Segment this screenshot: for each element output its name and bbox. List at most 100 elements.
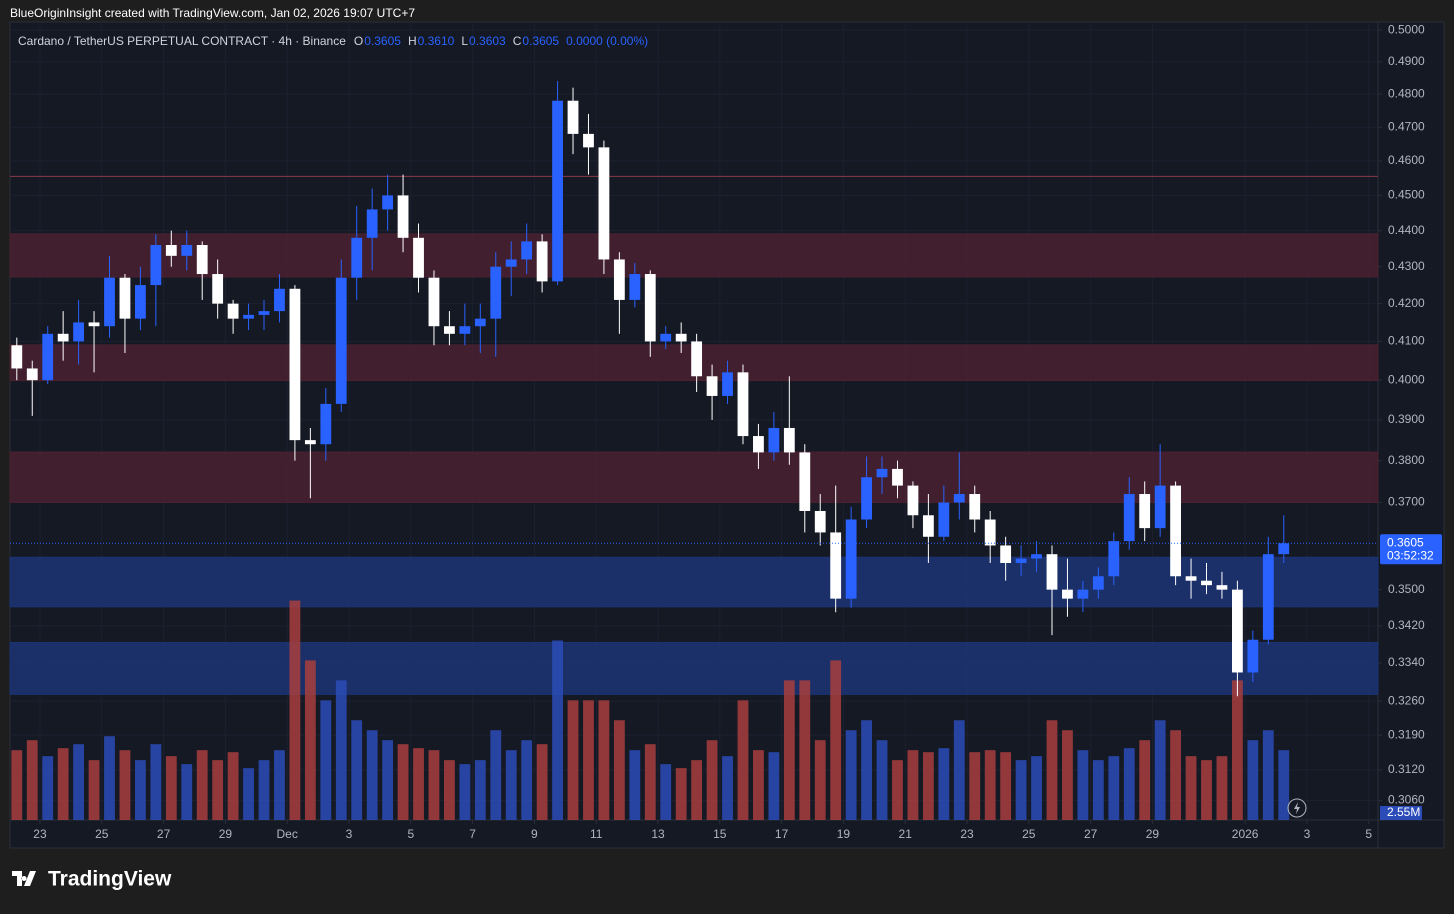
- volume-bar: [165, 756, 177, 820]
- volume-bar: [73, 744, 85, 820]
- candle-body: [57, 333, 69, 342]
- countdown: 03:52:32: [1387, 548, 1434, 562]
- candle-body: [88, 322, 100, 327]
- candle-body: [1216, 585, 1228, 590]
- candle-body: [892, 468, 903, 486]
- last-price-label: 0.3605: [1387, 535, 1424, 549]
- y-tick-label: 0.4600: [1388, 153, 1425, 167]
- volume: [11, 600, 1290, 820]
- ohlc-value: 0.3603: [469, 34, 506, 48]
- ohlc-key: H: [408, 34, 417, 48]
- candle-body: [104, 277, 115, 327]
- candle-body: [397, 195, 409, 238]
- candle-body: [26, 368, 38, 381]
- volume-bar: [953, 720, 965, 820]
- ohlc-change: 0.0000 (0.00%): [566, 34, 648, 48]
- volume-bar: [567, 700, 579, 820]
- candle-body: [536, 241, 548, 282]
- volume-bar: [212, 760, 224, 820]
- labels: 0.5000 0.4900 0.4800 0.4700 0.4600 0.4500 0.44…: [10, 22, 1442, 841]
- x-tick-label: 27: [1084, 827, 1098, 841]
- candle-body: [691, 341, 703, 377]
- candle-body: [737, 372, 749, 437]
- volume-bar: [444, 760, 455, 820]
- y-tick-label: 0.3060: [1388, 793, 1425, 807]
- y-tick-label: 0.5000: [1388, 22, 1425, 36]
- candle-body: [644, 274, 656, 342]
- volume-bar: [536, 744, 548, 820]
- x-tick-label: 2026: [1232, 827, 1259, 841]
- candle-body: [1262, 554, 1274, 640]
- candle-body: [335, 277, 347, 404]
- volume-bar: [150, 744, 162, 820]
- ohlc-key: C: [513, 34, 522, 48]
- x-tick-label: 13: [651, 827, 665, 841]
- y-tick-label: 0.4900: [1388, 54, 1425, 68]
- candle-body: [1123, 494, 1135, 542]
- candle-body: [753, 436, 764, 453]
- y-tick-label: 0.4100: [1388, 334, 1425, 348]
- x-tick-label: 29: [219, 827, 233, 841]
- candle-body: [845, 519, 857, 599]
- candle-body: [675, 333, 687, 342]
- logo: TradingView: [12, 868, 172, 891]
- y-tick-label: 0.4800: [1388, 86, 1425, 100]
- candle-body: [1046, 554, 1058, 590]
- candle-body: [1092, 576, 1104, 590]
- volume-bar: [320, 700, 332, 820]
- price-zone: [9, 233, 1379, 278]
- y-tick-label: 0.3800: [1388, 453, 1425, 467]
- candle-body: [922, 515, 934, 537]
- volume-tag: [1380, 806, 1422, 820]
- candle-body: [567, 100, 579, 134]
- volume-bar: [892, 760, 903, 820]
- candle-body: [212, 274, 224, 304]
- y-tick-label: 0.3260: [1388, 693, 1425, 707]
- ohlc-value: 0.3605: [364, 34, 401, 48]
- candle-body: [490, 266, 502, 319]
- candle-body: [1062, 589, 1073, 599]
- price-zone: [9, 642, 1379, 695]
- candle-body: [119, 277, 131, 319]
- volume-bar: [1031, 756, 1042, 820]
- y-tick-label: 0.4200: [1388, 296, 1425, 310]
- candle-body: [428, 277, 440, 327]
- y-tick-label: 0.3700: [1388, 495, 1425, 509]
- candle-body: [351, 237, 363, 278]
- candle-body: [444, 326, 455, 334]
- volume-bar: [845, 730, 857, 820]
- x-tick-label: 29: [1146, 827, 1160, 841]
- volume-bar: [830, 660, 842, 820]
- x-tick-label: 17: [775, 827, 789, 841]
- volume-bar: [583, 700, 594, 820]
- volume-bar: [660, 764, 672, 820]
- volume-bar: [181, 764, 193, 820]
- candle-body: [722, 372, 733, 396]
- candle-body: [320, 403, 332, 445]
- candle-body: [1031, 554, 1042, 559]
- volume-bar: [382, 740, 394, 820]
- volume-bar: [552, 640, 563, 820]
- zones: [9, 175, 1379, 695]
- volume-bar: [243, 768, 254, 820]
- volume-bar: [629, 750, 641, 820]
- volume-bar: [1077, 750, 1089, 820]
- x-tick-label: 3: [1304, 827, 1311, 841]
- volume-bar: [722, 756, 733, 820]
- volume-bar: [1046, 720, 1058, 820]
- y-tick-label: 0.3900: [1388, 412, 1425, 426]
- y-tick-label: 0.4700: [1388, 119, 1425, 133]
- candle-body: [181, 244, 193, 256]
- candle-body: [258, 311, 270, 315]
- volume-bar: [1108, 756, 1120, 820]
- volume-bar: [969, 752, 981, 820]
- volume-bar: [1201, 760, 1212, 820]
- volume-bar: [42, 756, 54, 820]
- x-tick-label: 3: [346, 827, 353, 841]
- x-tick-label: 5: [1365, 827, 1372, 841]
- candle-body: [459, 326, 471, 334]
- lightning-button[interactable]: [1287, 798, 1307, 818]
- x-tick-label: 27: [157, 827, 171, 841]
- x-tick-label: 5: [407, 827, 414, 841]
